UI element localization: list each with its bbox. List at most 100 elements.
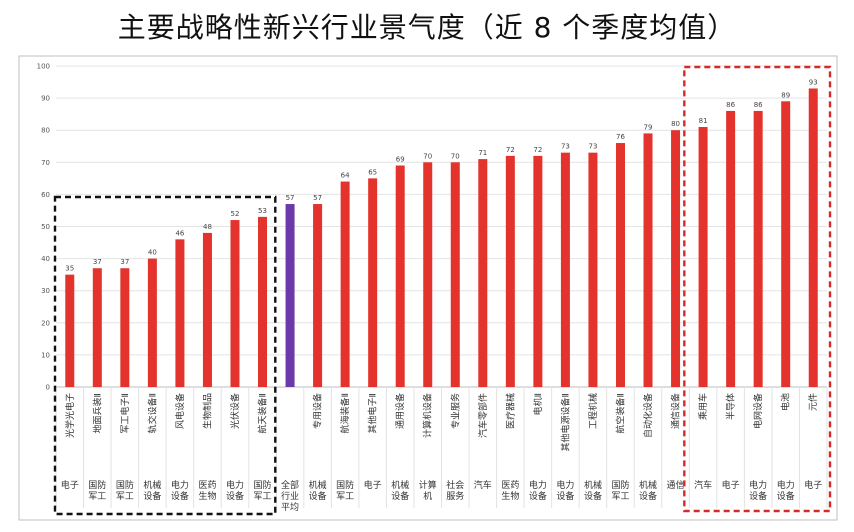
x-group-label: 电力设备 xyxy=(529,479,547,502)
x-group-label: 国防军工 xyxy=(336,479,354,502)
y-tick-label: 40 xyxy=(41,255,50,263)
bar-value-label: 48 xyxy=(203,223,212,231)
y-tick-label: 50 xyxy=(41,223,50,231)
bar xyxy=(643,133,653,387)
x-group-label: 汽车 xyxy=(474,479,492,491)
bar xyxy=(615,143,625,387)
bar xyxy=(726,110,736,387)
x-sub-label: 医疗器械 xyxy=(504,393,516,429)
x-sub-label: 其他电子Ⅱ xyxy=(367,393,379,433)
x-group-label: 国防军工 xyxy=(611,479,629,502)
chart-title: 主要战略性新兴行业景气度（近 8 个季度均值） xyxy=(117,11,737,44)
y-tick-label: 100 xyxy=(37,63,50,71)
bar-value-label: 93 xyxy=(809,78,818,86)
bar-value-label: 86 xyxy=(754,101,763,109)
x-group-label: 电子 xyxy=(364,479,382,491)
x-sub-label: 光学光电子 xyxy=(64,393,76,438)
bar xyxy=(258,216,268,387)
x-group-label: 医药生物 xyxy=(198,480,216,502)
bar-value-label: 57 xyxy=(313,194,322,202)
bar-value-label: 70 xyxy=(451,152,460,160)
bar-value-label: 52 xyxy=(231,210,240,218)
chart-frame xyxy=(18,55,838,521)
bar xyxy=(808,88,818,387)
x-group-label: 电力设备 xyxy=(226,479,244,502)
bar xyxy=(230,220,240,387)
average-bar xyxy=(285,204,295,387)
x-sub-label: 通用设备 xyxy=(394,393,406,429)
x-group-label: 汽车 xyxy=(694,479,712,491)
bar-value-label: 79 xyxy=(644,123,653,131)
bar xyxy=(560,152,570,387)
bar-value-label: 73 xyxy=(588,143,597,151)
x-sub-label: 半导体 xyxy=(725,393,737,420)
x-sub-label: 航空装备Ⅱ xyxy=(614,393,626,433)
x-sub-label: 地面兵装Ⅱ xyxy=(91,393,103,433)
x-group-label: 电子 xyxy=(61,479,79,491)
bar-value-label: 40 xyxy=(148,249,157,257)
x-sub-label: 汽车零部件 xyxy=(477,393,489,438)
bar xyxy=(313,204,323,387)
bar xyxy=(671,130,681,387)
x-group-label: 电子 xyxy=(804,479,822,491)
y-tick-label: 0 xyxy=(46,384,50,392)
bar xyxy=(423,162,433,387)
y-axis: 0 10 20 30 40 50 60 70 80 90 100 xyxy=(37,63,50,392)
bar-value-label: 80 xyxy=(671,120,680,128)
y-tick-label: 70 xyxy=(41,159,50,167)
x-sub-label: 工程机械 xyxy=(587,393,599,429)
bar-value-label: 69 xyxy=(396,156,405,164)
x-sub-label: 专用设备 xyxy=(312,393,324,429)
x-group-label: 电力设备 xyxy=(171,479,189,502)
bar xyxy=(65,274,75,387)
x-sub-label: 电网设备 xyxy=(752,393,764,429)
x-sub-label: 通信设备 xyxy=(670,393,682,429)
bar-value-label: 64 xyxy=(341,172,350,180)
bar xyxy=(147,258,157,387)
x-group-label: 机械设备 xyxy=(143,479,161,502)
x-group-label: 电力设备 xyxy=(749,479,767,502)
x-group-label: 机械设备 xyxy=(309,479,327,502)
x-group-label: 机械设备 xyxy=(391,479,409,502)
bar-value-label: 53 xyxy=(258,207,267,215)
x-group-label: 全部行业平均 xyxy=(281,479,299,513)
x-sub-label: 航天装备Ⅱ xyxy=(257,393,269,433)
bar-value-label: 72 xyxy=(506,146,515,154)
x-group-label: 医药生物 xyxy=(501,480,519,502)
bar-value-label: 65 xyxy=(368,168,377,176)
gridlines xyxy=(56,65,827,388)
x-group-label: 社会服务 xyxy=(446,479,464,502)
bar-value-label: 72 xyxy=(533,146,542,154)
bar-value-label: 81 xyxy=(699,117,708,125)
x-group-label: 机械设备 xyxy=(639,479,657,502)
low-group-box xyxy=(53,195,277,516)
bar-value-label: 35 xyxy=(65,265,74,273)
y-tick-label: 30 xyxy=(41,287,50,295)
bar xyxy=(202,232,212,387)
bar xyxy=(120,268,130,387)
y-tick-label: 60 xyxy=(41,191,50,199)
x-sub-label: 军工电子Ⅱ xyxy=(119,393,131,433)
bar-value-label: 89 xyxy=(781,91,790,99)
x-sub-label: 计算机设备 xyxy=(422,393,434,438)
x-group-label: 电力设备 xyxy=(777,479,795,502)
x-group-label: 电子 xyxy=(722,479,740,491)
bar-value-label: 46 xyxy=(175,229,184,237)
bar xyxy=(505,155,515,387)
bar xyxy=(478,159,488,387)
x-sub-label: 航海装备Ⅱ xyxy=(339,393,351,433)
bar xyxy=(753,110,763,387)
highlight-boxes xyxy=(53,65,832,516)
bar-value-label: 57 xyxy=(286,194,295,202)
bar-value-label: 37 xyxy=(93,258,102,266)
y-tick-label: 80 xyxy=(41,127,50,135)
bar xyxy=(175,239,185,387)
x-group-label: 国防军工 xyxy=(254,479,272,502)
x-group-label: 电力设备 xyxy=(556,479,574,502)
bar-value-label: 70 xyxy=(423,152,432,160)
x-sub-label: 光伏设备 xyxy=(229,393,241,429)
x-sub-label: 其他电源设备Ⅱ xyxy=(559,393,571,451)
y-tick-label: 20 xyxy=(41,319,50,327)
bar xyxy=(588,152,598,387)
